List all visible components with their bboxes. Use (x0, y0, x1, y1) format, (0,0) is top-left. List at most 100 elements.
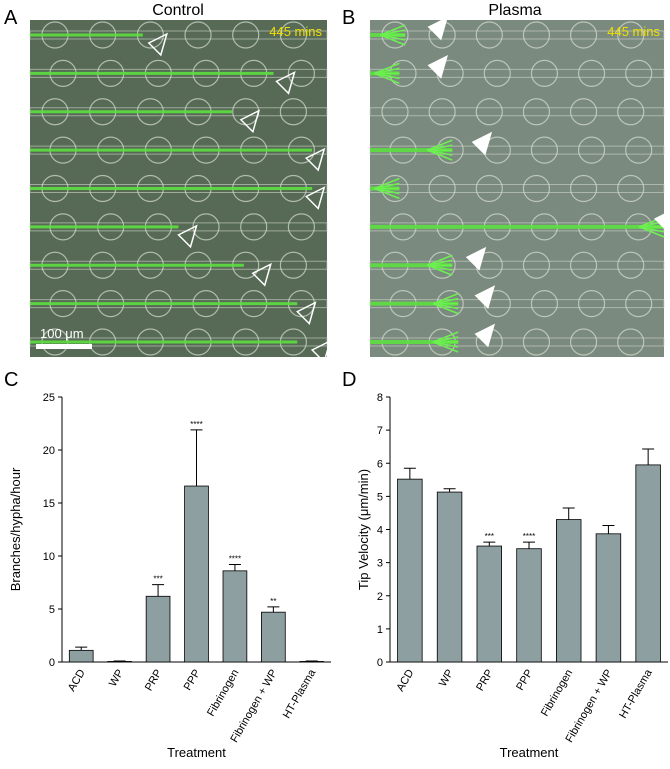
hypha-branch (374, 187, 400, 200)
bar (476, 545, 502, 663)
significance: ** (270, 597, 276, 606)
y-tick-label: 6 (377, 458, 383, 470)
error-bar (483, 541, 496, 547)
chamber (184, 21, 212, 49)
arrowhead (474, 285, 496, 310)
bar (436, 491, 463, 663)
bar (107, 661, 132, 663)
hypha-branch (638, 226, 665, 238)
hypha-branch (433, 302, 459, 310)
bar (635, 464, 661, 663)
arrowhead (427, 16, 448, 41)
hypha-branch (432, 331, 459, 343)
arrowhead (304, 147, 326, 172)
x-tick-label: PRP (143, 668, 165, 694)
hypha-branch (374, 187, 400, 195)
y-tick-label: 20 (43, 445, 55, 457)
panel-label: B (342, 7, 355, 29)
hypha-branch (427, 254, 453, 266)
chamber (617, 174, 645, 203)
y-axis-title: Branches/hypha/hour (8, 467, 23, 591)
chamber (569, 98, 598, 126)
chamber (617, 98, 645, 126)
hypha-branch (374, 182, 400, 190)
x-tick-label: ACD (66, 667, 88, 693)
hypha-branch (380, 34, 406, 46)
hypha-branch (427, 139, 453, 151)
chamber (569, 174, 598, 203)
error-bar (443, 488, 456, 493)
arrowhead (427, 54, 448, 79)
chamber (522, 174, 551, 203)
hypha-branch (427, 264, 453, 276)
x-tick-label: PRP (474, 668, 496, 694)
x-tick-label: Fibrinogen (205, 668, 241, 719)
micrograph-control: 100 μm (29, 20, 332, 364)
chamber (522, 21, 551, 49)
chamber (279, 251, 307, 279)
significance: **** (229, 554, 241, 563)
error-bar (523, 541, 535, 549)
arrowhead (474, 323, 496, 348)
arrowhead (275, 70, 296, 95)
hypha-branch (427, 259, 453, 266)
chamber (569, 328, 598, 356)
hypha-branch (374, 67, 400, 75)
error-bar (267, 606, 280, 613)
error-bar (75, 646, 88, 651)
x-tick-label: PPP (514, 668, 535, 693)
hypha-branch (433, 297, 459, 305)
bar (145, 595, 171, 663)
error-bar (403, 467, 416, 480)
arrowhead (465, 246, 487, 271)
x-axis-title: Treatment (500, 745, 559, 760)
error-bar (228, 563, 241, 571)
chamber (475, 98, 503, 126)
arrowhead (304, 186, 326, 210)
x-axis-title: Treatment (167, 745, 226, 760)
x-tick-label: HT-Plasma (281, 667, 319, 721)
chamber (625, 136, 653, 164)
chamber (287, 213, 315, 241)
x-tick-label: PPP (182, 668, 203, 693)
hypha-branch (432, 292, 459, 305)
arrowhead (296, 301, 317, 326)
scale-bar-label: 100 μm (40, 326, 84, 341)
panel-label: A (4, 7, 18, 29)
bar (397, 478, 423, 663)
hypha-branch (433, 336, 459, 343)
bar (556, 519, 582, 663)
panel-label: C (4, 369, 18, 391)
arrowhead (310, 339, 332, 364)
scale-bar (36, 344, 92, 349)
hypha-branch (432, 341, 459, 353)
error-bar (602, 525, 615, 534)
hypha-branch (427, 264, 453, 271)
chamber (577, 290, 606, 318)
y-tick-label: 25 (43, 392, 55, 404)
bar (261, 611, 286, 663)
arrowhead (177, 224, 198, 249)
bar (516, 548, 542, 663)
hypha-branch (427, 149, 453, 161)
chamber (530, 290, 559, 318)
error-bar (562, 507, 575, 520)
chamber (522, 98, 551, 126)
chamber (617, 328, 645, 356)
y-tick-label: 0 (377, 657, 383, 669)
channel (369, 107, 665, 117)
error-bar (642, 448, 655, 465)
chamber (232, 21, 260, 49)
y-tick-label: 2 (377, 591, 383, 603)
bar (299, 661, 325, 663)
y-tick-label: 4 (377, 525, 383, 537)
chamber (381, 98, 409, 126)
arrowhead (251, 262, 272, 287)
panel-title: Plasma (488, 2, 541, 19)
y-tick-label: 3 (377, 558, 383, 570)
bar (222, 570, 248, 663)
y-axis-title: Tip Velocity (μm/min) (356, 469, 371, 590)
y-tick-label: 10 (43, 551, 55, 563)
x-tick-label: WP (107, 668, 126, 689)
panel-label: D (342, 369, 356, 391)
